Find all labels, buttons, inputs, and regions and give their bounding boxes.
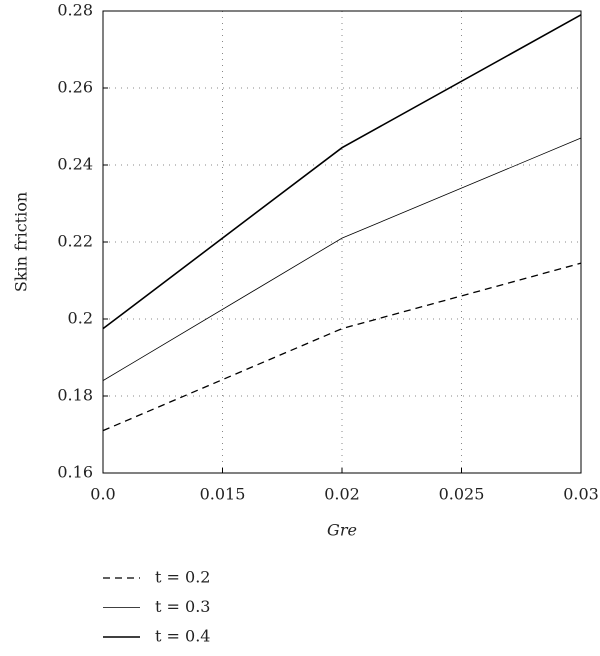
legend-label: t = 0.4 [155, 627, 210, 646]
y-tick-label: 0.28 [57, 1, 93, 20]
x-tick-label: 0.025 [439, 485, 485, 504]
y-axis-label: Skin friction [12, 192, 31, 292]
series-line [102, 262, 582, 432]
y-tick-label: 0.26 [57, 78, 93, 97]
y-tick-label: 0.18 [57, 386, 93, 405]
legend-label: t = 0.3 [155, 597, 210, 616]
series-line [102, 14, 582, 330]
series-line [102, 137, 582, 381]
y-tick-label: 0.2 [68, 309, 93, 328]
x-tick-label: 0.0 [90, 485, 115, 504]
legend-label: t = 0.2 [155, 568, 210, 587]
x-tick-label: 0.02 [324, 485, 360, 504]
x-tick-label: 0.015 [200, 485, 246, 504]
y-tick-label: 0.16 [57, 463, 93, 482]
x-tick-label: 0.03 [563, 485, 599, 504]
plot-frame [102, 10, 582, 474]
x-axis-label: Gre [327, 521, 357, 540]
y-tick-label: 0.22 [57, 232, 93, 251]
y-tick-label: 0.24 [57, 155, 93, 174]
